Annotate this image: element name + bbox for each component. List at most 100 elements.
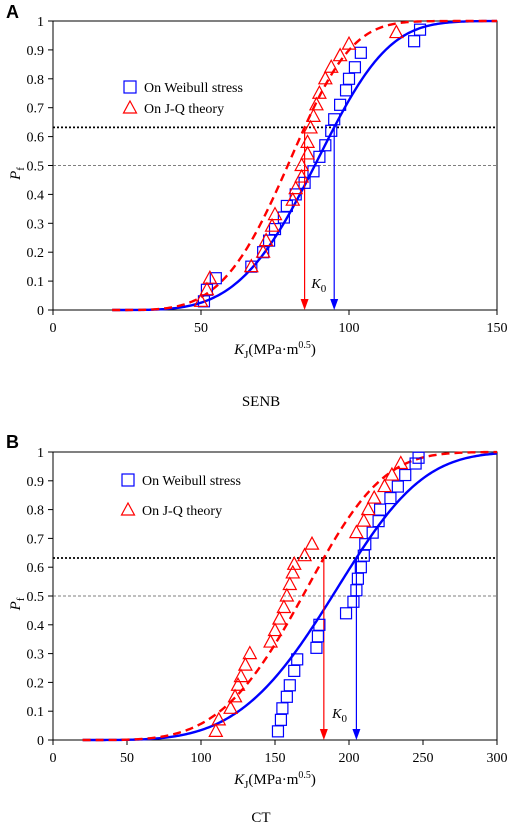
x-axis-title-unit: (MPa·m (248, 772, 298, 788)
data-point-jq (341, 35, 357, 50)
k0-label-sub: 0 (341, 713, 347, 725)
data-point-weibull (351, 572, 364, 585)
chart-panel-b: B 0 0.1 0.2 0.3 0.4 0.5 0.6 0.7 0.8 0.9 1 0 50 100 150 2… (6, 432, 508, 826)
data-point-jq (255, 243, 271, 258)
y-axis-title-var: P (8, 601, 24, 611)
data-point-weibull (354, 46, 367, 59)
legend-marker-square (121, 473, 135, 487)
data-point-weibull (319, 139, 332, 152)
x-tick-label: 100 (339, 321, 360, 336)
x-axis-title-sup: 0.5 (298, 770, 311, 781)
data-point-jq (288, 180, 304, 195)
x-tick-label: 150 (265, 751, 286, 766)
y-tick-label: 0.6 (27, 561, 45, 576)
data-point-weibull (283, 679, 296, 692)
data-point-jq (271, 610, 287, 625)
data-point-jq (305, 108, 321, 122)
data-point-weibull (347, 595, 360, 608)
data-point-weibull (339, 607, 353, 620)
y-tick-label: 0.7 (27, 102, 45, 117)
y-tick-label: 0 (37, 304, 44, 319)
y-tick-label: 0.1 (27, 275, 45, 290)
x-tick-label: 300 (487, 751, 508, 766)
data-point-weibull (280, 199, 293, 213)
data-point-jq (323, 58, 339, 73)
legend-marker-triangle (120, 501, 136, 516)
y-tick-label: 0.5 (27, 590, 45, 605)
data-point-jq (211, 711, 227, 726)
panel-letter: A (6, 2, 19, 22)
data-point-jq (237, 656, 253, 671)
data-point-jq (294, 168, 310, 183)
data-point-jq (308, 96, 324, 111)
x-tick-label: 200 (339, 751, 360, 766)
data-point-jq (297, 547, 313, 562)
data-point-jq (317, 70, 333, 85)
data-point-jq (223, 700, 239, 714)
x-tick-label: 0 (50, 321, 57, 336)
y-tick-label: 0.9 (27, 44, 45, 59)
data-point-weibull (288, 664, 301, 677)
data-point-jq (202, 269, 218, 284)
data-point-jq (242, 645, 258, 660)
fit-curve-jq (82, 450, 498, 742)
legend: On Weibull stress On J-Q theory (122, 80, 243, 117)
x-axis-title-var: K (233, 772, 245, 788)
y-axis-title-var: P (8, 171, 24, 181)
data-point-weibull (310, 641, 323, 654)
chart-panel-a: A 0 0.1 0.2 0.3 0.4 0.5 0.6 0.7 0.8 0.9 1 0 50 100 150 K… (6, 2, 508, 410)
y-axis-title: Pf (8, 167, 27, 181)
data-point-jq (360, 501, 376, 516)
y-tick-label: 0.2 (27, 676, 45, 691)
data-point-jq (294, 157, 310, 172)
panel-letter: B (6, 432, 19, 452)
data-point-weibull (271, 725, 285, 738)
data-point-jq (233, 668, 249, 683)
data-point-jq (388, 24, 404, 39)
x-axis-title-close: ) (311, 342, 316, 358)
data-point-weibull (412, 451, 425, 464)
x-axis-title-var: K (233, 342, 245, 358)
data-point-jq (264, 217, 280, 232)
y-tick-label: 0.8 (27, 504, 45, 519)
y-tick-label: 0.2 (27, 246, 45, 261)
y-axis-title: Pf (8, 597, 27, 611)
legend-label: On Weibull stress (142, 474, 241, 489)
data-point-weibull (313, 618, 326, 631)
legend-label: On J-Q theory (144, 102, 224, 117)
data-point-jq (276, 599, 292, 614)
y-tick-label: 1 (37, 15, 44, 30)
x-axis-title-unit: (MPa·m (248, 342, 298, 358)
data-point-weibull (348, 61, 362, 74)
data-point-jq (267, 622, 283, 637)
panel-caption: CT (251, 810, 270, 826)
data-point-jq (384, 466, 400, 481)
x-axis-title: KJ(MPa·m0.5) (233, 770, 316, 791)
data-point-jq (282, 576, 298, 591)
data-point-jq (348, 524, 364, 539)
y-tick-label: 0.4 (27, 188, 45, 203)
legend-label: On Weibull stress (144, 81, 243, 96)
legend-marker-triangle (122, 99, 138, 114)
data-point-jq (243, 258, 259, 273)
data-point-jq (304, 535, 320, 550)
x-tick-label: 0 (50, 751, 57, 766)
data-point-jq (366, 489, 382, 504)
data-point-weibull (280, 690, 293, 703)
data-point-jq (208, 723, 224, 737)
x-axis-title-close: ) (311, 772, 316, 788)
k0-arrowhead (330, 299, 339, 310)
y-tick-label: 1 (37, 446, 44, 461)
y-axis-title-sub: f (15, 597, 27, 601)
k0-label-var: K (310, 277, 321, 292)
x-axis-title-sub: J (244, 779, 249, 791)
data-point-weibull (328, 113, 341, 126)
y-tick-label: 0.8 (27, 73, 45, 88)
data-point-jq (227, 688, 243, 703)
k0-label: K0 (310, 277, 326, 295)
y-tick-label: 0.5 (27, 160, 45, 175)
x-tick-label: 150 (487, 321, 508, 336)
legend: On Weibull stress On J-Q theory (120, 473, 241, 519)
k0-arrowhead (352, 729, 361, 740)
